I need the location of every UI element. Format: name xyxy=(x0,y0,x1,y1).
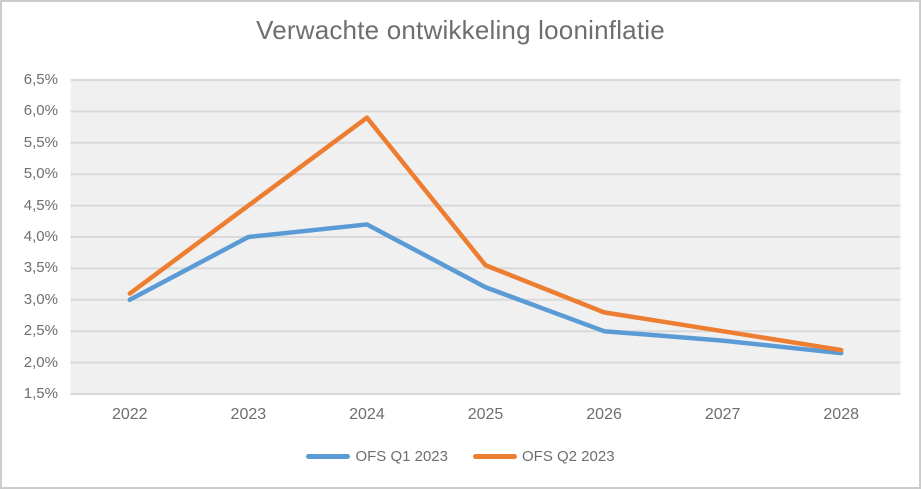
legend: OFS Q1 2023 OFS Q2 2023 xyxy=(2,448,919,465)
legend-line-swatch-q1 xyxy=(306,454,351,459)
x-axis-tick-label: 2026 xyxy=(586,406,622,423)
series-line-q1 xyxy=(127,222,844,356)
y-axis-tick-label: 6,0% xyxy=(23,102,58,120)
legend-label-q1: OFS Q1 2023 xyxy=(355,448,448,465)
legend-label-q2: OFS Q2 2023 xyxy=(522,448,615,465)
y-axis-tick-label: 5,5% xyxy=(23,133,58,151)
y-axis-tick-label: 3,5% xyxy=(23,259,58,277)
y-axis-tick-label: 4,0% xyxy=(23,228,58,245)
y-axis-tick-label: 5,0% xyxy=(23,165,58,183)
legend-item-ofs-q1-2023: OFS Q1 2023 xyxy=(306,448,448,465)
y-axis-tick-label: 3,0% xyxy=(23,290,58,308)
x-axis-tick-label: 2024 xyxy=(349,406,385,423)
legend-item-ofs-q2-2023: OFS Q2 2023 xyxy=(473,448,615,465)
x-axis-tick-label: 2025 xyxy=(467,406,504,423)
x-axis-tick-label: 2027 xyxy=(704,406,741,423)
y-axis-tick-label: 6,5% xyxy=(23,71,58,88)
y-axis-tick-label: 2,5% xyxy=(23,322,58,340)
y-axis-tick-label: 2,0% xyxy=(23,353,58,371)
legend-line-swatch-q2 xyxy=(473,454,517,459)
x-axis-tick-label: 2028 xyxy=(823,406,859,423)
y-axis-tick-label: 4,5% xyxy=(23,196,58,214)
chart-title: Verwachte ontwikkeling looninflatie xyxy=(256,15,665,45)
x-axis-tick-label: 2023 xyxy=(230,406,267,423)
series-line-q2 xyxy=(127,115,844,353)
y-axis-tick-label: 1,5% xyxy=(23,385,58,402)
x-axis-tick-label: 2022 xyxy=(111,406,148,423)
